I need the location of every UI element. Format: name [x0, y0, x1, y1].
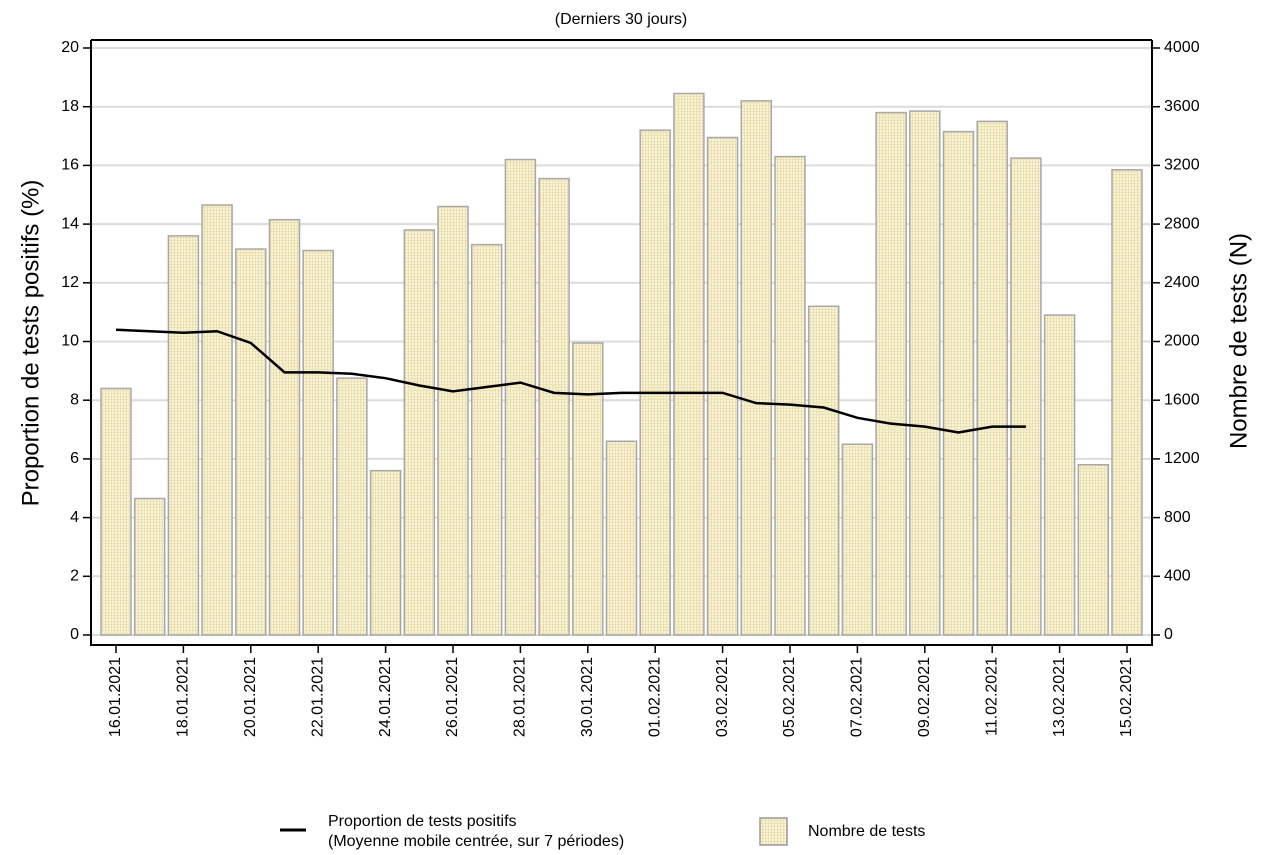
y-tick-label: 4	[70, 509, 79, 526]
bar	[437, 205, 469, 636]
y2-tick-label: 0	[1164, 626, 1173, 643]
bar	[100, 387, 132, 636]
x-tick-label: 30.01.2021	[579, 657, 596, 737]
y-axis-label: Proportion de tests positifs (%)	[17, 180, 44, 507]
bar	[841, 443, 874, 636]
bar	[774, 155, 806, 636]
x-tick-label: 22.01.2021	[309, 657, 326, 737]
bar	[572, 342, 604, 636]
x-tick-label: 01.02.2021	[646, 657, 663, 737]
y-tick-label: 20	[61, 39, 79, 56]
y-tick-label: 18	[61, 98, 79, 115]
x-tick-label: 26.01.2021	[444, 657, 461, 737]
bar	[875, 111, 907, 636]
bar	[470, 243, 503, 636]
x-tick-label: 24.01.2021	[377, 657, 394, 737]
y2-tick-label: 2000	[1164, 333, 1200, 350]
y2-tick-label: 1600	[1164, 391, 1200, 408]
bar	[740, 100, 773, 636]
bar	[133, 497, 166, 636]
x-tick-label: 03.02.2021	[714, 657, 731, 737]
y-tick-label: 0	[70, 626, 79, 643]
y2-tick-label: 2800	[1164, 215, 1200, 232]
x-tick-label: 11.02.2021	[983, 657, 1000, 736]
bar	[605, 440, 638, 636]
bar	[1043, 314, 1076, 636]
y-tick-label: 2	[70, 568, 79, 585]
y-tick-label: 16	[61, 157, 79, 174]
bar	[639, 129, 671, 636]
bar	[504, 158, 537, 636]
x-tick-label: 16.01.2021	[107, 657, 124, 737]
bar	[909, 110, 941, 636]
y-tick-label: 10	[61, 333, 79, 350]
y-tick-label: 12	[61, 274, 79, 291]
y2-tick-label: 800	[1164, 509, 1191, 526]
chart-title: (Derniers 30 jours)	[555, 11, 687, 28]
legend-bar-swatch	[759, 817, 788, 846]
bar	[201, 204, 233, 636]
y2-axis-label: Nombre de tests (N)	[1225, 233, 1252, 449]
bar	[369, 469, 402, 636]
bar	[976, 120, 1008, 636]
y2-tick-label: 4000	[1164, 39, 1200, 56]
y2-tick-label: 3600	[1164, 98, 1200, 115]
line	[115, 328, 1026, 434]
bar	[1010, 157, 1042, 636]
x-tick-label: 20.01.2021	[242, 657, 259, 737]
bar	[706, 136, 739, 636]
bar	[167, 235, 200, 636]
bar	[538, 177, 570, 636]
y2-tick-label: 1200	[1164, 450, 1200, 467]
bar	[235, 248, 267, 636]
bar	[673, 92, 705, 636]
bar	[268, 218, 301, 636]
y2-tick-label: 3200	[1164, 157, 1200, 174]
y-tick-label: 6	[70, 450, 79, 467]
legend-line-swatch	[280, 828, 306, 832]
bar	[336, 377, 368, 636]
x-tick-label: 13.02.2021	[1051, 657, 1068, 737]
y-tick-label: 14	[61, 215, 79, 232]
legend-label: Nombre de tests	[808, 823, 926, 840]
y2-tick-label: 400	[1164, 568, 1191, 585]
bar	[1111, 169, 1143, 636]
x-tick-label: 15.02.2021	[1118, 657, 1135, 737]
x-tick-label: 09.02.2021	[916, 657, 933, 737]
y-tick-label: 8	[70, 391, 79, 408]
bar	[807, 305, 840, 636]
legend-label: Proportion de tests positifs (Moyenne mo…	[328, 813, 625, 850]
bar	[942, 130, 975, 636]
y2-tick-label: 2400	[1164, 274, 1200, 291]
x-tick-label: 28.01.2021	[512, 657, 529, 737]
x-tick-label: 18.01.2021	[175, 657, 192, 737]
plot-frame	[90, 39, 1153, 646]
x-tick-label: 05.02.2021	[781, 657, 798, 737]
x-tick-label: 07.02.2021	[849, 657, 866, 737]
bar	[403, 229, 436, 636]
bar	[302, 249, 334, 636]
bar	[1077, 464, 1110, 636]
